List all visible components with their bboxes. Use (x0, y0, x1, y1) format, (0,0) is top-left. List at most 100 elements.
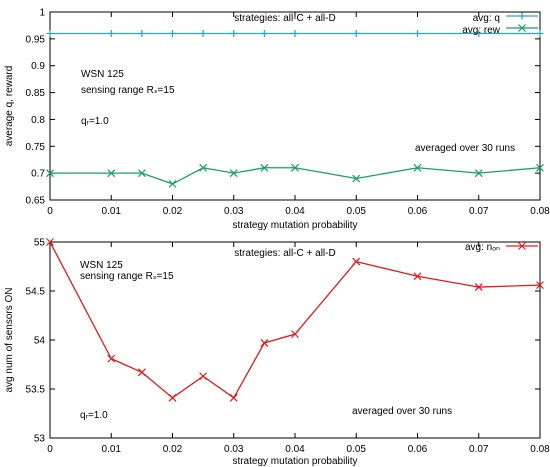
chart-top: 0.65 0.7 0.75 0.8 0.85 0.9 0.95 1 0 0.01 0.02 0.03… (4, 8, 550, 232)
legend: avg: q avg: rew (462, 12, 538, 36)
x-ticks: 0 0.01 0.02 0.03 0.04 0.05 0.06 0.07 0.08 (47, 12, 550, 217)
data-point-avgq (199, 29, 207, 37)
data-point-avgn (107, 354, 116, 363)
y-tick-label: 53 (34, 434, 46, 445)
y-tick-label: 0.9 (31, 61, 45, 72)
data-point-avgn (352, 257, 361, 266)
series-group (46, 29, 544, 188)
y-tick-label: 55 (34, 238, 46, 249)
x-tick-label: 0.07 (469, 444, 489, 455)
x-axis-label: strategy mutation probability (232, 456, 357, 467)
data-point-avgq (46, 29, 54, 37)
x-tick-label: 0.01 (102, 444, 122, 455)
x-tick-label: 0.08 (530, 206, 550, 217)
y-tick-label: 54.5 (26, 287, 46, 298)
legend: avg: nₒₙ (465, 242, 538, 253)
data-point-avgq (536, 29, 544, 37)
data-point-avgrew (536, 163, 544, 172)
data-point-avgrew (107, 169, 116, 178)
y-tick-label: 54 (34, 336, 46, 347)
y-tick-label: 0.65 (26, 196, 46, 207)
x-tick-label: 0.03 (224, 206, 244, 217)
x-tick-label: 0.04 (285, 444, 305, 455)
x-tick-label: 0.08 (530, 444, 550, 455)
legend-marker-avgn (518, 242, 526, 250)
series-group (46, 238, 544, 402)
x-tick-label: 0.05 (347, 206, 367, 217)
data-point-avgn (46, 238, 54, 246)
y-tick-label: 0.85 (26, 88, 46, 99)
data-point-avgrew (46, 169, 54, 178)
data-point-avgn (137, 368, 146, 377)
y-axis-label: avg num of sensors ON (4, 287, 15, 392)
data-point-avgrew (413, 163, 422, 172)
legend-sample-group (506, 12, 538, 32)
data-point-avgn (536, 281, 544, 290)
data-point-avgq (414, 29, 421, 37)
data-point-avgrew (291, 163, 299, 172)
legend-marker-avgrew (518, 24, 526, 32)
data-point-avgrew (199, 163, 208, 172)
annotation-sensing-range: sensing range Rₛ=15 (80, 271, 174, 282)
data-point-avgq (260, 29, 268, 37)
chart-title: strategies: all-C + all-D (234, 13, 335, 24)
data-point-avgrew (260, 163, 269, 172)
x-ticks: 0 0.01 0.02 0.03 0.04 0.05 0.06 0.07 0.08 (47, 242, 550, 455)
annotation-qr: qᵣ=1.0 (80, 410, 108, 421)
x-tick-label: 0.06 (408, 444, 428, 455)
x-tick-label: 0 (47, 444, 53, 455)
legend-label-non: avg: nₒₙ (465, 242, 500, 253)
x-tick-label: 0.02 (163, 444, 183, 455)
y-tick-label: 0.75 (26, 142, 46, 153)
data-point-avgrew (229, 169, 238, 178)
data-point-avgn (260, 339, 269, 347)
annotation-sensing-range: sensing range Rₛ=15 (81, 85, 175, 96)
data-point-avgq (230, 29, 238, 37)
data-point-avgq (352, 29, 360, 37)
data-point-avgq (169, 29, 176, 37)
x-tick-label: 0.07 (469, 206, 489, 217)
annotation-runs: averaged over 30 runs (352, 406, 452, 417)
data-point-avgn (291, 330, 299, 339)
series-line-avgn (49, 241, 541, 399)
annotation-qr: qᵣ=1.0 (81, 116, 109, 127)
data-point-avgrew (137, 169, 146, 178)
y-tick-label: 1 (39, 8, 45, 19)
series-line-avgrew (50, 167, 541, 185)
data-point-avgn (229, 393, 238, 402)
data-point-avgn (168, 393, 177, 402)
legend-label-rew: avg: rew (462, 25, 501, 36)
legend-sample-group (506, 242, 538, 250)
data-point-avgn (413, 272, 422, 281)
data-point-avgq (291, 29, 299, 37)
x-tick-label: 0.02 (163, 206, 183, 217)
data-point-avgq (107, 29, 115, 37)
annotation-runs: averaged over 30 runs (415, 143, 515, 154)
x-tick-label: 0.03 (224, 444, 244, 455)
y-axis-label: average q, reward (4, 66, 15, 147)
y-tick-label: 0.8 (31, 115, 45, 126)
x-tick-label: 0.04 (285, 206, 305, 217)
y-ticks: 53 53.5 54 54.5 55 (26, 238, 540, 445)
x-tick-label: 0 (47, 206, 53, 217)
x-tick-label: 0.05 (347, 444, 367, 455)
y-tick-label: 0.7 (31, 169, 45, 180)
y-tick-label: 0.95 (26, 34, 46, 45)
data-point-avgrew (352, 174, 361, 183)
chart-title: strategies: all-C + all-D (234, 248, 335, 259)
data-point-avgrew (474, 169, 483, 178)
data-point-avgn (474, 283, 483, 292)
data-point-avgn (199, 372, 208, 381)
data-point-avgq (138, 29, 146, 37)
data-point-avgq (475, 29, 483, 37)
x-tick-label: 0.01 (102, 206, 122, 217)
legend-marker-avgq (518, 12, 526, 20)
annotation-wsn: WSN 125 (80, 260, 123, 271)
data-point-avgrew (168, 179, 177, 188)
y-ticks: 0.65 0.7 0.75 0.8 0.85 0.9 0.95 1 (26, 8, 540, 207)
x-tick-label: 0.06 (408, 206, 428, 217)
x-axis-label: strategy mutation probability (232, 220, 357, 231)
annotation-wsn: WSN 125 (81, 69, 124, 80)
y-tick-label: 53.5 (26, 385, 46, 396)
